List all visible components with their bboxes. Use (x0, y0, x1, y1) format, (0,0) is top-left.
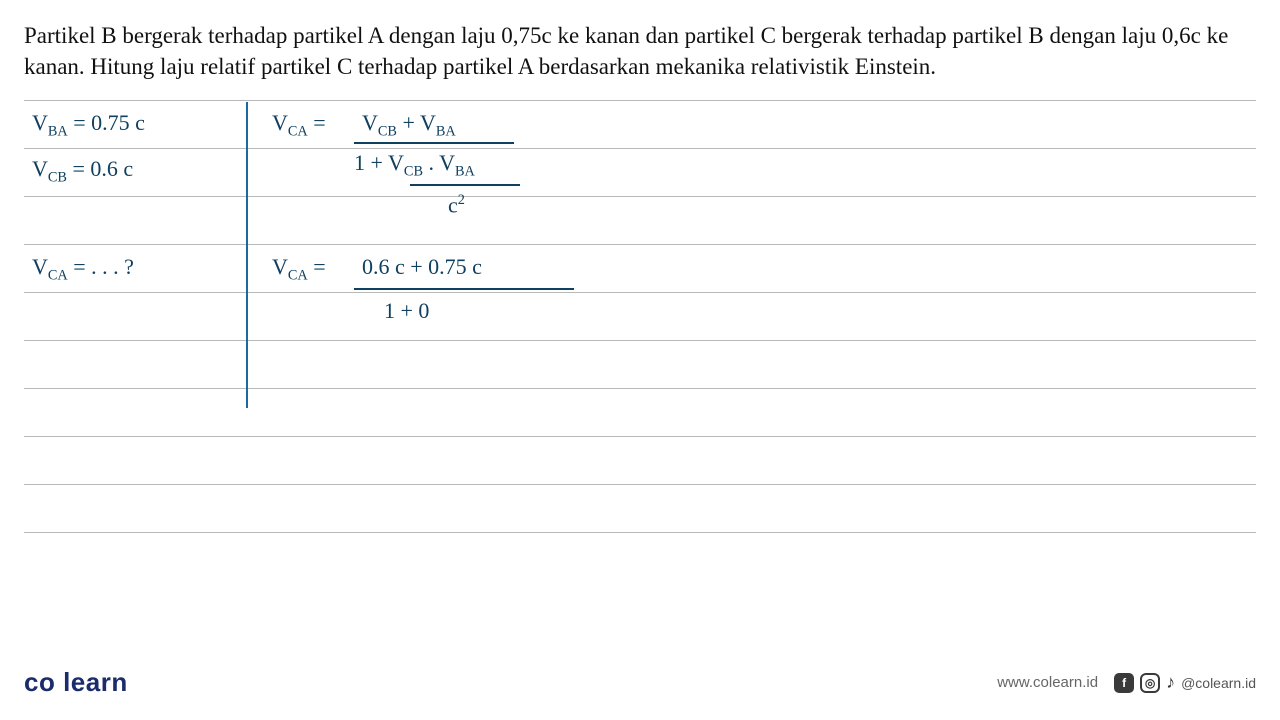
eq1-denominator-row1: 1 + VCB . VBA (354, 150, 475, 180)
rule-line (24, 484, 1256, 485)
rule-line (24, 292, 1256, 293)
website-url: www.colearn.id (997, 674, 1098, 691)
rule-line (24, 244, 1256, 245)
rule-line (24, 436, 1256, 437)
facebook-icon: f (1114, 673, 1134, 693)
rule-line (24, 100, 1256, 101)
eq2-denominator: 1 + 0 (384, 298, 429, 324)
eq1-inner-fraction-line (410, 184, 520, 186)
asked-vca: VCA = . . . ? (32, 254, 134, 284)
given-vba: VBA = 0.75 c (32, 110, 145, 140)
eq1-lhs: VCA = (272, 110, 326, 140)
rule-line (24, 196, 1256, 197)
tiktok-icon: ♪ (1166, 672, 1175, 693)
eq2-numerator: 0.6 c + 0.75 c (362, 254, 482, 280)
instagram-icon: ◎ (1140, 673, 1160, 693)
rule-line (24, 340, 1256, 341)
eq2-lhs: VCA = (272, 254, 326, 284)
footer: co learn www.colearn.id f ◎ ♪ @colearn.i… (24, 667, 1256, 698)
brand-logo: co learn (24, 667, 128, 698)
column-divider (246, 102, 248, 408)
eq1-numerator: VCB + VBA (362, 110, 456, 140)
given-vcb: VCB = 0.6 c (32, 156, 133, 186)
rule-line (24, 388, 1256, 389)
social-icons: f ◎ ♪ @colearn.id (1114, 672, 1256, 693)
problem-statement: Partikel B bergerak terhadap partikel A … (24, 20, 1256, 82)
eq2-fraction-line (354, 288, 574, 290)
eq1-main-fraction-line (354, 142, 514, 144)
rule-line (24, 148, 1256, 149)
rule-line (24, 532, 1256, 533)
handwritten-work-area: VBA = 0.75 c VCB = 0.6 c VCA = . . . ? V… (24, 100, 1256, 540)
eq1-denominator-c2: c2 (448, 192, 465, 218)
social-handle: @colearn.id (1181, 675, 1256, 691)
